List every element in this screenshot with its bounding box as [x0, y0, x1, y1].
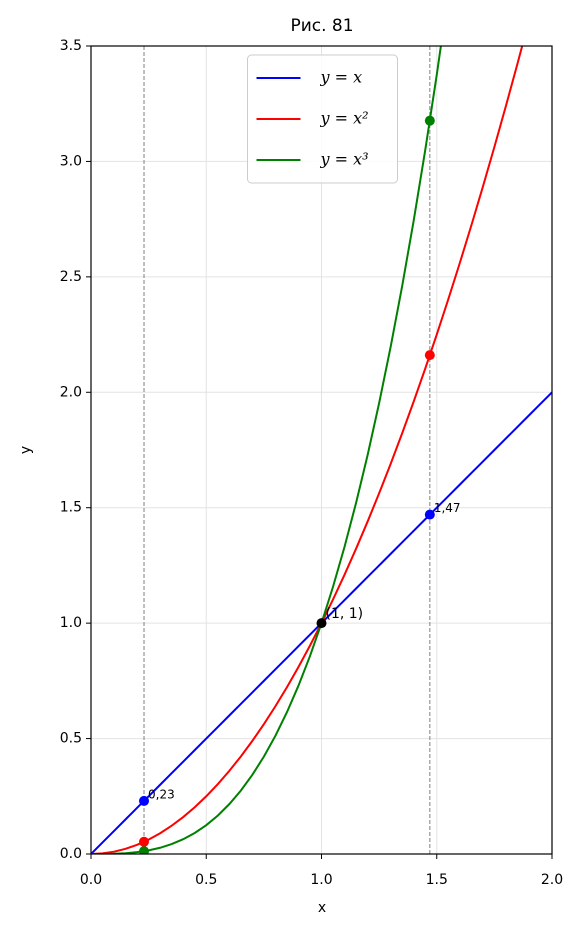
point-marker: [139, 795, 150, 806]
y-tick-label: 0.5: [60, 731, 82, 747]
y-tick-label: 3.5: [60, 38, 82, 54]
x-tick-label: 1.5: [426, 872, 448, 888]
x-tick-label: 0.5: [195, 872, 217, 888]
legend-label: y = x: [320, 68, 363, 87]
x-tick-label: 1.0: [310, 872, 332, 888]
point-marker: [424, 509, 435, 520]
point-marker: [139, 846, 150, 854]
plot-area: [91, 46, 552, 854]
legend-box: [247, 54, 398, 184]
x-tick-label: 2.0: [541, 872, 563, 888]
point-marker: [316, 618, 327, 629]
y-axis-label: y: [18, 446, 34, 454]
annotation: (1, 1): [326, 606, 364, 622]
chart-title: Рис. 81: [290, 16, 353, 36]
point-marker: [139, 836, 150, 847]
x-tick-label: 0.0: [80, 872, 102, 888]
y-tick-label: 2.0: [60, 384, 82, 400]
y-tick-label: 1.5: [60, 500, 82, 516]
point-marker: [424, 350, 435, 361]
y-tick-label: 2.5: [60, 269, 82, 285]
annotation: 0,23: [148, 787, 175, 801]
y-tick-label: 3.0: [60, 153, 82, 169]
annotation: 1,47: [434, 501, 461, 515]
y-tick-label: 1.0: [60, 615, 82, 631]
legend-label: y = x²: [320, 109, 369, 128]
y-tick-label: 0.0: [60, 846, 82, 862]
legend-label: y = x³: [320, 150, 369, 169]
axes-frame: [90, 45, 553, 855]
point-marker: [424, 115, 435, 126]
x-axis-label: x: [318, 900, 326, 916]
